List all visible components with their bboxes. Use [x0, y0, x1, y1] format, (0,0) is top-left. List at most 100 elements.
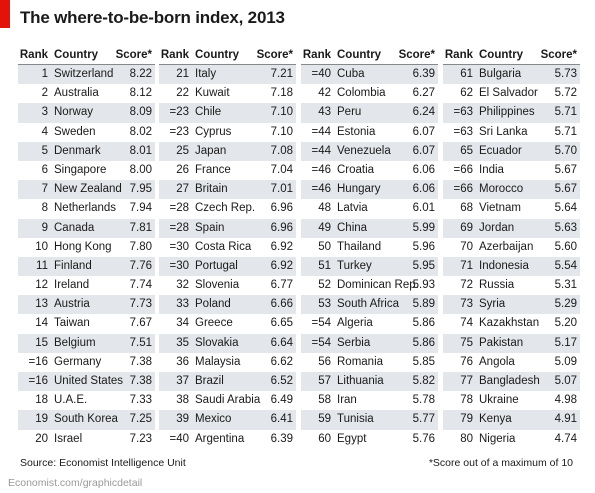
score-header: Score* — [115, 49, 152, 61]
country-cell: Malaysia — [195, 355, 241, 368]
table-row: =30 Costa Rica 6.92 — [159, 238, 296, 257]
country-cell: Russia — [479, 279, 515, 292]
score-cell: 7.25 — [129, 413, 152, 426]
country-cell: Greece — [195, 317, 233, 330]
table-row: 14 Taiwan 7.67 — [18, 314, 155, 333]
rank-cell: 65 — [460, 144, 473, 157]
country-header: Country — [479, 49, 524, 61]
country-cell: Sri Lanka — [479, 125, 528, 138]
country-cell: Lithuania — [337, 375, 384, 387]
rank-cell: =40 — [311, 68, 331, 80]
rank-cell: 7 — [41, 183, 48, 196]
country-cell: Britain — [195, 183, 228, 196]
country-cell: Algeria — [337, 317, 373, 330]
table-header: Rank Country Score* — [159, 47, 296, 65]
table-row: 12 Ireland 7.74 — [18, 276, 155, 295]
table-row: =28 Czech Rep. 6.96 — [159, 199, 296, 218]
score-cell: 5.09 — [554, 355, 577, 368]
table-column-4: Rank Country Score* 61 Bulgaria 5.73 62 El Salv… — [443, 47, 580, 449]
rank-cell: =16 — [28, 355, 48, 368]
rank-cell: 52 — [318, 279, 331, 292]
country-cell: Costa Rica — [195, 240, 252, 253]
rank-cell: 1 — [41, 68, 48, 80]
rank-cell: 12 — [35, 279, 48, 292]
country-cell: Philippines — [479, 106, 535, 119]
country-cell: Estonia — [337, 125, 376, 138]
country-cell: Slovakia — [195, 336, 239, 349]
table-row: 3 Norway 8.09 — [18, 103, 155, 123]
country-cell: Australia — [54, 87, 99, 100]
score-cell: 6.01 — [412, 202, 435, 215]
table-row: 57 Lithuania 5.82 — [301, 372, 438, 392]
rank-cell: 9 — [41, 221, 48, 234]
table-row: =44 Venezuela 6.07 — [301, 141, 438, 161]
country-cell: Kuwait — [195, 87, 230, 100]
country-cell: South Korea — [54, 413, 118, 426]
country-cell: Mexico — [195, 413, 232, 426]
score-cell: 7.10 — [270, 125, 293, 138]
rank-cell: 8 — [41, 202, 48, 215]
score-cell: 7.76 — [129, 259, 152, 272]
rank-cell: =46 — [311, 183, 331, 196]
score-cell: 6.49 — [270, 394, 293, 407]
country-cell: Sweden — [54, 125, 96, 138]
rank-cell: 33 — [176, 298, 189, 311]
score-cell: 7.18 — [270, 87, 293, 100]
table-row: 75 Pakistan 5.17 — [443, 333, 580, 353]
table-row: 42 Colombia 6.27 — [301, 84, 438, 103]
table-row: 2 Australia 8.12 — [18, 84, 155, 103]
score-cell: 5.85 — [412, 355, 435, 368]
score-cell: 6.52 — [270, 375, 293, 387]
table-row: 13 Austria 7.73 — [18, 295, 155, 315]
score-cell: 6.41 — [270, 413, 293, 426]
header-rule — [159, 64, 296, 65]
score-cell: 4.74 — [554, 432, 577, 445]
rank-cell: =28 — [169, 221, 189, 234]
table-row: 32 Slovenia 6.77 — [159, 276, 296, 295]
score-cell: 7.67 — [129, 317, 152, 330]
country-cell: China — [337, 221, 368, 234]
header-rule — [301, 64, 438, 65]
table-row: 61 Bulgaria 5.73 — [443, 65, 580, 85]
score-cell: 5.07 — [554, 375, 577, 387]
table-row: =40 Cuba 6.39 — [301, 65, 438, 85]
score-cell: 7.38 — [129, 355, 152, 368]
rank-header: Rank — [444, 49, 473, 61]
brand-accent-bar — [0, 0, 10, 28]
table-row: 65 Ecuador 5.70 — [443, 141, 580, 161]
table-row: =23 Cyprus 7.10 — [159, 123, 296, 142]
rank-cell: 15 — [35, 336, 48, 349]
table-row: 62 El Salvador 5.72 — [443, 84, 580, 103]
table-row: 79 Kenya 4.91 — [443, 410, 580, 430]
rank-cell: =30 — [169, 240, 189, 253]
rank-cell: =54 — [311, 317, 331, 330]
country-cell: Netherlands — [54, 202, 117, 215]
table-row: =54 Serbia 5.86 — [301, 333, 438, 353]
table-row: 77 Bangladesh 5.07 — [443, 372, 580, 392]
header-rule — [443, 64, 580, 65]
rank-cell: 78 — [460, 394, 473, 407]
country-cell: Brazil — [195, 375, 224, 387]
table-row: 56 Romania 5.85 — [301, 353, 438, 372]
country-header: Country — [337, 49, 382, 61]
country-cell: Taiwan — [54, 317, 90, 330]
table-row: 10 Hong Kong 7.80 — [18, 238, 155, 257]
score-cell: 7.74 — [129, 279, 152, 292]
table-row: 9 Canada 7.81 — [18, 218, 155, 238]
country-cell: New Zealand — [54, 183, 122, 196]
country-cell: Peru — [337, 106, 362, 119]
country-cell: Chile — [195, 106, 222, 119]
score-cell: 8.00 — [129, 163, 152, 176]
score-cell: 5.60 — [554, 240, 577, 253]
rank-cell: =66 — [453, 163, 473, 176]
table-row: 68 Vietnam 5.64 — [443, 199, 580, 218]
table-row: 69 Jordan 5.63 — [443, 218, 580, 238]
country-cell: Japan — [195, 144, 227, 157]
country-cell: Indonesia — [479, 259, 529, 272]
country-cell: South Africa — [337, 298, 400, 311]
rank-cell: 22 — [176, 87, 189, 100]
score-cell: 5.63 — [554, 221, 577, 234]
rank-cell: 20 — [35, 432, 48, 445]
country-cell: Colombia — [337, 87, 386, 100]
rank-cell: 59 — [318, 413, 331, 426]
